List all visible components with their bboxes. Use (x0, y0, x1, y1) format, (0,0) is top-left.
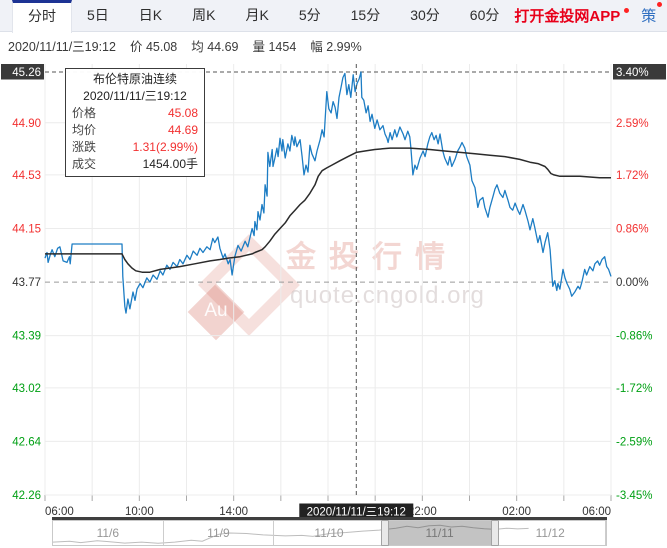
navigator-right-handle[interactable] (491, 520, 500, 546)
tab-30min[interactable]: 30分 (410, 7, 440, 23)
crosshair-date-label: 2020/11/11/三19:12 (307, 507, 406, 519)
info-amplitude: 幅 2.99% (310, 39, 362, 54)
y-axis-price-label: 43.39 (12, 331, 41, 343)
crosshair-percent-label-bg (613, 64, 666, 80)
y-axis-price-label: 44.53 (12, 170, 41, 182)
x-axis-time-label: 14:00 (219, 506, 248, 518)
y-axis-price-label: 42.26 (12, 490, 41, 502)
tab-timeshare[interactable]: 分时 (12, 0, 72, 33)
y-axis-percent-label: 0.00% (616, 277, 649, 289)
tab-5day[interactable]: 5日 (87, 7, 109, 23)
toolbar: 分时 5日 日K 周K 月K 5分 15分 30分 60分 打开金投网APP 策 ⋮ (0, 0, 667, 33)
strategy-label: 策 (641, 8, 657, 25)
tab-5min[interactable]: 5分 (298, 7, 321, 23)
tab-15min[interactable]: 15分 (350, 7, 381, 23)
info-average: 均 44.69 (191, 39, 239, 54)
y-axis-percent-label: 2.59% (616, 118, 649, 130)
navigator-selected-range[interactable] (384, 521, 496, 545)
y-axis-price-label: 44.90 (12, 118, 41, 130)
quote-info-bar: 2020/11/11/三19:12 价 45.08 均 44.69 量 1454 幅 2… (0, 33, 667, 57)
crosshair-price-label-bg (1, 64, 44, 80)
hover-tooltip: 布伦特原油连续 2020/11/11/三19:12 价格 45.08 均价 44… (65, 68, 205, 177)
navigator-section-11-12[interactable]: 11/12 (495, 521, 606, 545)
navigator-left-handle[interactable] (380, 520, 389, 546)
tooltip-datetime: 2020/11/11/三19:12 (83, 89, 187, 103)
x-axis-time-label: 02:00 (502, 506, 531, 518)
y-axis-price-label: 42.64 (12, 436, 41, 448)
navigator-sparkline (53, 524, 529, 544)
y-axis-percent-label: -3.45% (616, 490, 652, 502)
tooltip-row-change: 涨跌 1.31(2.99%) (72, 140, 198, 154)
sparkline-path (53, 524, 529, 544)
y-axis-percent-label: 1.72% (616, 170, 649, 182)
open-app-link[interactable]: 打开金投网APP (514, 8, 621, 25)
y-axis-percent-label: -0.86% (616, 331, 652, 343)
y-axis-percent-label: -2.59% (616, 436, 652, 448)
average-price-line (45, 147, 611, 273)
strategy-badge-dot (657, 2, 663, 7)
info-price: 价 45.08 (129, 39, 178, 54)
toolbar-actions: 打开金投网APP 策 ⋮ (514, 0, 667, 31)
tab-daily-k[interactable]: 日K (138, 7, 163, 23)
y-axis-price-label: 43.02 (12, 383, 41, 395)
x-axis-time-label: 22:00 (408, 506, 437, 518)
tooltip-row-volume: 成交 1454.00手 (72, 157, 198, 171)
tooltip-row-price: 价格 45.08 (72, 106, 198, 120)
navigator-section-11-9[interactable]: 11/9 (164, 521, 275, 545)
x-axis-time-label: 06:00 (45, 506, 74, 518)
x-axis-time-label: 06:00 (582, 506, 611, 518)
y-axis-percent-label: 0.86% (616, 224, 649, 236)
tab-weekly-k[interactable]: 周K (192, 7, 216, 23)
price-line (44, 71, 612, 314)
info-datetime: 2020/11/11/三19:12 (8, 39, 116, 54)
navigator-top-bar (52, 517, 607, 520)
y-axis-price-label: 43.77 (12, 277, 41, 289)
info-volume: 量 1454 (252, 39, 297, 54)
navigator-section-11-10[interactable]: 11/10 (274, 521, 385, 545)
tooltip-instrument-name: 布伦特原油连续 (92, 72, 177, 86)
period-tabs: 分时 5日 日K 周K 月K 5分 15分 30分 60分 (0, 0, 514, 33)
tab-60min[interactable]: 60分 (469, 7, 500, 23)
x-axis-time-label: 10:00 (125, 506, 154, 518)
tooltip-row-avg: 均价 44.69 (72, 123, 198, 137)
y-axis-price-label: 44.15 (12, 224, 41, 236)
navigator-section-11-6[interactable]: 11/6 (53, 521, 164, 545)
y-axis-price-label: 45.26 (12, 67, 41, 79)
strategy-button[interactable]: 策 (641, 2, 663, 26)
crosshair-date-label-bg (299, 503, 414, 520)
app-link-badge-dot (624, 8, 630, 13)
y-axis-percent-label: 3.40% (616, 67, 649, 79)
y-axis-percent-label: -1.72% (616, 383, 652, 395)
date-range-navigator[interactable]: 11/6 11/9 11/10 11/11 11/12 (52, 520, 607, 546)
tab-monthly-k[interactable]: 月K (245, 7, 269, 23)
